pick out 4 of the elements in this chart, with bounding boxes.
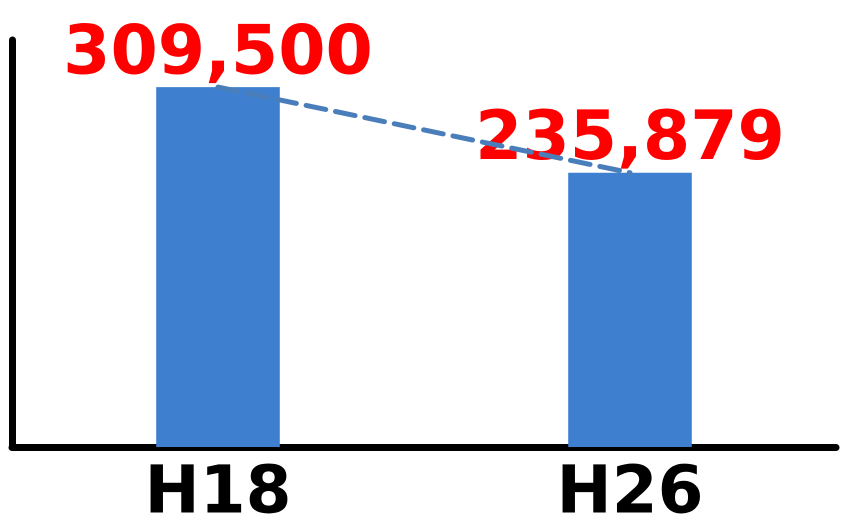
data-label: 235,879 bbox=[475, 97, 785, 176]
x-tick-label: H26 bbox=[556, 452, 704, 525]
x-tick-label: H18 bbox=[144, 452, 292, 525]
data-label: 309,500 bbox=[63, 12, 373, 91]
